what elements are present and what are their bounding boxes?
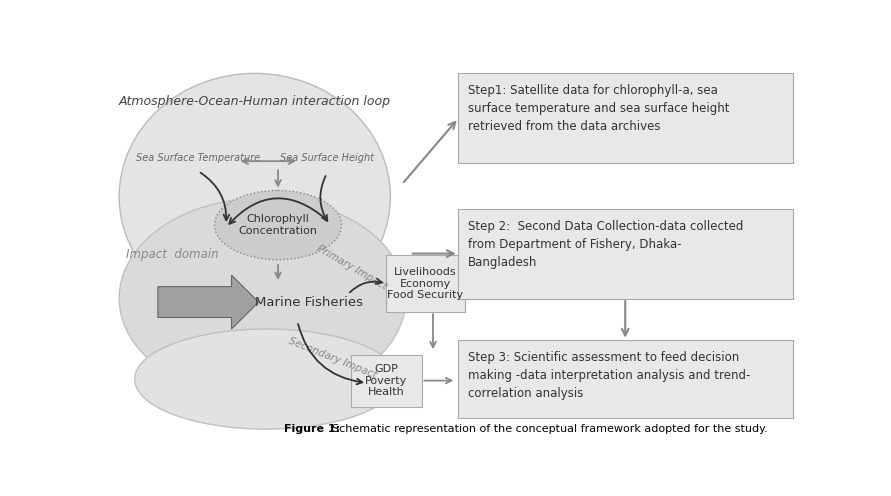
Text: Figure 1:: Figure 1: [284, 424, 340, 434]
Text: Step 2:  Second Data Collection-data collected
from Department of Fishery, Dhaka: Step 2: Second Data Collection-data coll… [468, 220, 743, 269]
Polygon shape [158, 275, 258, 329]
Text: Impact  domain: Impact domain [126, 248, 218, 261]
FancyBboxPatch shape [458, 72, 793, 163]
Text: Chlorophyll
Concentration: Chlorophyll Concentration [239, 214, 317, 236]
Ellipse shape [215, 190, 341, 260]
Text: Sea Surface Temperature: Sea Surface Temperature [136, 153, 260, 163]
Text: GDP
Poverty
Health: GDP Poverty Health [365, 364, 407, 397]
Text: Secondary Impact: Secondary Impact [287, 336, 378, 380]
Text: Primary Impact: Primary Impact [315, 243, 388, 292]
Text: Schematic representation of the conceptual framework adopted for the study.: Schematic representation of the conceptu… [325, 424, 768, 434]
Text: Marine Fisheries: Marine Fisheries [255, 296, 363, 309]
FancyBboxPatch shape [458, 209, 793, 299]
Text: Sea Surface Height: Sea Surface Height [280, 153, 374, 163]
FancyBboxPatch shape [386, 255, 465, 312]
Text: Livelihoods
Economy
Food Security: Livelihoods Economy Food Security [388, 267, 463, 300]
FancyBboxPatch shape [458, 340, 793, 418]
Text: Step1: Satellite data for chlorophyll-a, sea
surface temperature and sea surface: Step1: Satellite data for chlorophyll-a,… [468, 84, 730, 133]
Ellipse shape [119, 198, 406, 398]
Text: Step 3: Scientific assessment to feed decision
making -data interpretation analy: Step 3: Scientific assessment to feed de… [468, 351, 750, 400]
FancyBboxPatch shape [351, 355, 422, 407]
Ellipse shape [135, 329, 398, 429]
Ellipse shape [119, 73, 390, 320]
Text: Atmosphere-Ocean-Human interaction loop: Atmosphere-Ocean-Human interaction loop [119, 95, 391, 108]
